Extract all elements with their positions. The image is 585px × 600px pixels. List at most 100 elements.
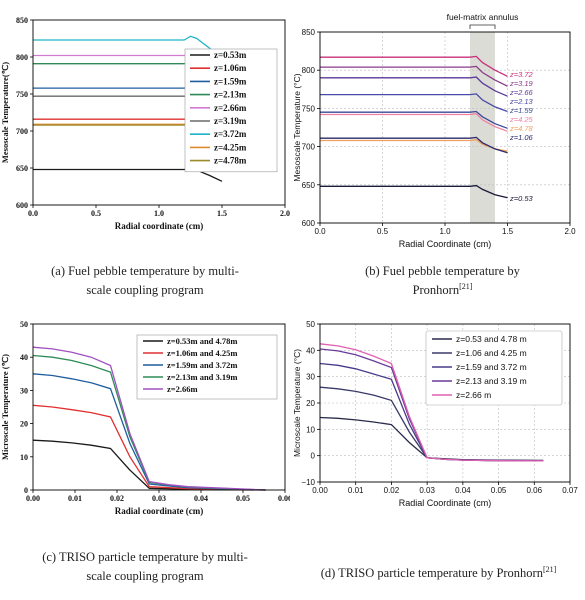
annulus-bracket	[469, 24, 496, 29]
series-line	[320, 184, 508, 199]
x-tick-label: 0.0	[314, 227, 326, 236]
chart-c: 0.00 0.01 0.02 0.03 0.04 0.05 0.06 0 10 20 30 40 50 R…	[0, 320, 290, 516]
chart-b-plot: fuel-matrix annulus 0.0 0.5 1.0 1.5 2.0 600 650…	[292, 12, 576, 249]
series-inline-label: z=4.78	[509, 124, 534, 133]
y-tick-label: 30	[306, 373, 315, 382]
legend-label: z=2.13 and 3.19 m	[456, 376, 527, 386]
x-tick-label: 1.0	[154, 209, 164, 218]
y-tick-label: 800	[16, 53, 28, 62]
series-inline-label: z=1.06	[509, 133, 534, 142]
chart-a: 0.0 0.5 1.0 1.5 2.0 600 650 700 750 800 850 Radial …	[0, 16, 290, 231]
chart-c-plot: 0.00 0.01 0.02 0.03 0.04 0.05 0.06 0 10 20 30 40 50 R…	[0, 320, 290, 516]
y-tick-label: 40	[20, 353, 28, 362]
series-inline-label: z=2.13	[509, 97, 534, 106]
series-inline-label: z=0.53	[509, 194, 534, 203]
y-tick-label: 0	[24, 486, 28, 495]
caption-c-line2: scale coupling program	[86, 569, 204, 584]
legend-label: z=3.19m	[214, 116, 247, 126]
series-line	[32, 346, 266, 491]
y-tick-label: 20	[306, 399, 315, 408]
x-tick-label: 1.0	[439, 227, 451, 236]
series-line	[320, 136, 508, 154]
series-line	[320, 93, 508, 113]
legend-label: z=1.59m	[214, 76, 247, 86]
caption-b-line2: Pronhorn[21]	[300, 281, 585, 301]
x-axis-label: Radial coordinate (cm)	[115, 506, 203, 516]
x-tick-label: 2.0	[280, 209, 290, 218]
x-tick-label: 1.5	[217, 209, 227, 218]
y-tick-label: 40	[306, 346, 315, 355]
plot-frame	[32, 19, 286, 206]
series-line	[320, 110, 508, 129]
y-tick-label: 850	[302, 28, 316, 37]
x-axis-label: Radial coordinate (cm)	[115, 221, 203, 231]
caption-b-ref: [21]	[459, 282, 473, 292]
plot-frame	[319, 323, 571, 483]
x-tick-label: 0.01	[348, 486, 364, 495]
legend-label: z=2.66m	[167, 384, 198, 394]
y-tick-label: 850	[16, 16, 28, 25]
legend-box	[184, 48, 278, 173]
y-tick-label: 750	[16, 90, 28, 99]
series-line	[320, 55, 508, 77]
x-tick-label: 0.00	[26, 494, 40, 503]
legend-label: z=1.59 and 3.72 m	[456, 362, 527, 372]
legend-label: z=2.13m	[214, 90, 247, 100]
series-line	[320, 65, 508, 87]
y-tick-label: 600	[16, 201, 28, 210]
y-tick-label: 750	[302, 104, 316, 113]
y-tick-label: 50	[306, 320, 315, 329]
caption-d-ref: [21]	[542, 565, 557, 574]
caption-d-text: (d) TRISO particle temperature by Pronho…	[320, 566, 543, 581]
chart-d: 0.00 0.01 0.02 0.03 0.04 0.05 0.06 0.07 −10 0 10 20…	[292, 320, 578, 508]
y-tick-label: −10	[301, 478, 315, 487]
x-tick-label: 0.00	[312, 486, 328, 495]
plot-frame	[32, 323, 286, 491]
y-tick-label: 700	[302, 143, 316, 152]
chart-d-plot: 0.00 0.01 0.02 0.03 0.04 0.05 0.06 0.07 −10 0 10 20…	[292, 320, 578, 508]
x-tick-label: 0.05	[491, 486, 507, 495]
chart-b: fuel-matrix annulus 0.0 0.5 1.0 1.5 2.0 600 650…	[292, 12, 576, 249]
legend-label: z=2.13m and 3.19m	[167, 372, 237, 382]
caption-a-line1: (a) Fuel pebble temperature by multi-	[51, 264, 239, 278]
y-axis-label: Microscale Temperature (°C)	[292, 349, 302, 457]
x-axis-label: Radial Coordinate (cm)	[399, 498, 492, 508]
x-tick-label: 0.02	[384, 486, 400, 495]
series-inline-label: z=3.19	[509, 79, 534, 88]
legend-label: z=4.78m	[214, 156, 247, 166]
legend-label: z=3.72m	[214, 129, 247, 139]
x-axis-label: Radial Coordinate (cm)	[399, 239, 492, 249]
annulus-band	[470, 32, 495, 223]
x-tick-label: 0.02	[110, 494, 124, 503]
x-tick-label: 0.03	[419, 486, 435, 495]
caption-a: (a) Fuel pebble temperature by multi- sc…	[0, 262, 290, 301]
y-tick-label: 50	[20, 320, 28, 329]
x-tick-label: 0.06	[526, 486, 542, 495]
x-tick-label: 0.03	[152, 494, 166, 503]
x-tick-label: 0.01	[68, 494, 82, 503]
x-tick-label: 0.5	[377, 227, 389, 236]
x-tick-label: 0.07	[562, 486, 578, 495]
x-tick-label: 0.5	[91, 209, 101, 218]
annotation-label: fuel-matrix annulus	[447, 12, 519, 22]
y-axis-label: Microscale Temperature (℃)	[0, 354, 10, 460]
y-tick-label: 0	[311, 452, 316, 461]
x-tick-label: 0.0	[28, 209, 38, 218]
legend-label: z=0.53m and 4.78m	[167, 336, 237, 346]
y-tick-label: 800	[302, 66, 316, 75]
series-line	[320, 76, 508, 97]
caption-b-line2-text: Pronhorn	[412, 283, 460, 298]
y-tick-label: 700	[16, 127, 28, 136]
legend-label: z=1.06m	[214, 63, 247, 73]
caption-c: (c) TRISO particle temperature by multi-…	[0, 548, 290, 587]
y-tick-label: 10	[306, 425, 315, 434]
legend-label: z=1.59m and 3.72m	[167, 360, 237, 370]
y-tick-label: 650	[16, 164, 28, 173]
x-tick-label: 0.05	[236, 494, 250, 503]
chart-a-plot: 0.0 0.5 1.0 1.5 2.0 600 650 700 750 800 850 Radial …	[0, 16, 290, 231]
x-tick-label: 2.0	[564, 227, 576, 236]
caption-a-line2: scale coupling program	[86, 283, 204, 298]
y-tick-label: 30	[20, 386, 28, 395]
legend-label: z=1.06 and 4.25 m	[456, 348, 527, 358]
series-line	[319, 343, 544, 462]
